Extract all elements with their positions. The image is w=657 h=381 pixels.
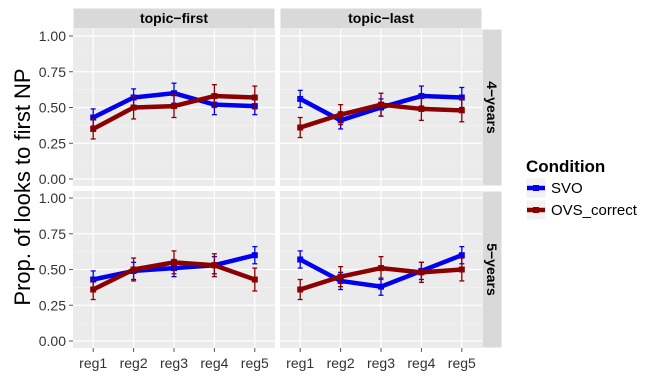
data-point <box>251 276 258 283</box>
facet-strip-row-label: 5−years <box>484 243 500 296</box>
data-point <box>337 273 344 280</box>
data-point <box>130 266 137 273</box>
data-point <box>418 269 425 276</box>
legend-key-point <box>533 185 539 191</box>
y-tick-label: 0.75 <box>39 226 66 242</box>
x-tick-label: reg5 <box>241 355 269 371</box>
y-tick-label: 0.50 <box>39 100 66 116</box>
x-tick-label: reg4 <box>407 355 435 371</box>
x-tick-label: reg1 <box>286 355 314 371</box>
data-point <box>130 104 137 111</box>
data-point <box>378 101 384 108</box>
y-tick-label: 0.50 <box>39 262 66 278</box>
legend-key-point <box>533 207 539 213</box>
data-point <box>90 114 97 121</box>
legend: Condition SVO OVS_correct <box>525 157 638 221</box>
data-point <box>171 103 177 110</box>
x-tick-label: reg2 <box>120 355 148 371</box>
data-point <box>378 265 384 272</box>
data-point <box>90 286 97 293</box>
data-point <box>418 93 425 100</box>
data-point <box>458 107 465 114</box>
y-tick-label: 0.25 <box>39 297 66 313</box>
x-tick-label: reg2 <box>327 355 355 371</box>
data-point <box>297 286 304 293</box>
data-point <box>171 259 177 266</box>
legend-label: SVO <box>551 180 583 197</box>
data-point <box>418 105 425 112</box>
data-point <box>297 95 304 102</box>
data-point <box>458 266 465 273</box>
data-point <box>211 262 218 269</box>
facet-strip-col-label: topic−first <box>140 10 208 26</box>
y-tick-label: 0.25 <box>39 135 66 151</box>
y-tick-label: 1.00 <box>39 190 66 206</box>
legend-title: Condition <box>526 157 605 176</box>
y-tick-label: 1.00 <box>39 28 66 44</box>
facet-strip-col-label: topic−last <box>348 10 414 26</box>
data-point <box>297 256 304 263</box>
x-tick-label: reg5 <box>448 355 476 371</box>
data-point <box>90 125 97 132</box>
data-point <box>211 93 218 100</box>
data-point <box>458 94 465 101</box>
x-tick-label: reg3 <box>160 355 188 371</box>
y-tick-label: 0.00 <box>39 333 66 349</box>
data-point <box>251 94 258 101</box>
data-point <box>337 111 344 118</box>
facet-strip-row-label: 4−years <box>484 81 500 134</box>
y-tick-label: 0.00 <box>39 171 66 187</box>
y-tick-label: 0.75 <box>39 64 66 80</box>
y-axis-label: Prop. of looks to first NP <box>10 68 35 305</box>
data-point <box>458 252 465 259</box>
data-point <box>171 90 177 97</box>
x-tick-label: reg1 <box>79 355 107 371</box>
data-point <box>297 124 304 131</box>
x-tick-label: reg3 <box>367 355 395 371</box>
data-point <box>378 283 384 290</box>
legend-label: OVS_correct <box>551 202 638 219</box>
data-point <box>251 252 258 259</box>
x-tick-label: reg4 <box>200 355 228 371</box>
